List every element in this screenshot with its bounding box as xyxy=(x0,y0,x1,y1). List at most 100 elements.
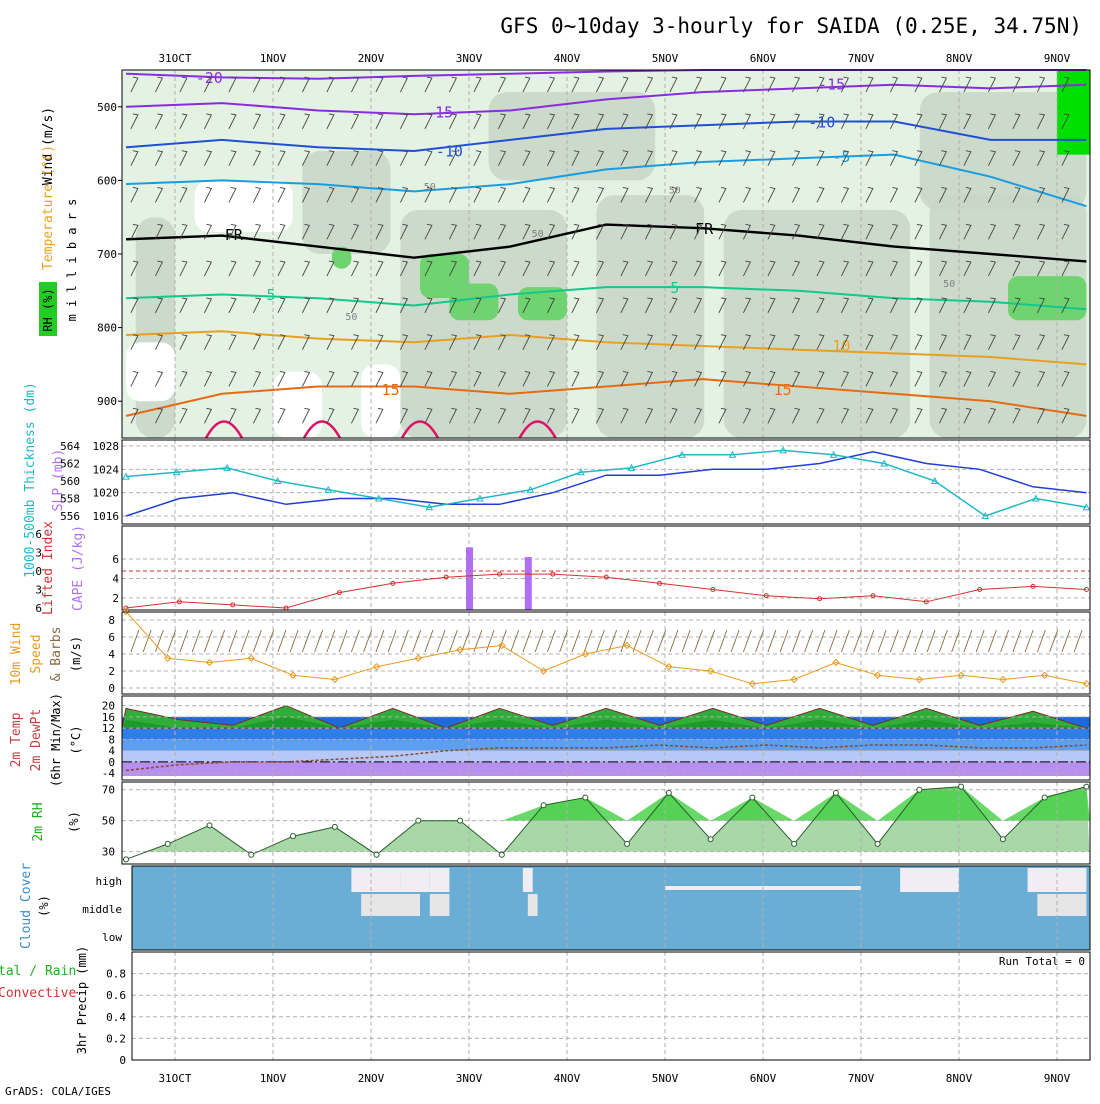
wind-barb xyxy=(718,150,727,166)
top-date-label: 2NOV xyxy=(358,52,385,65)
rh-mid-region xyxy=(488,92,656,181)
lifted-index-point xyxy=(710,587,716,592)
wind-barb xyxy=(767,334,776,350)
wind-barb xyxy=(742,150,752,166)
wind-speed-point xyxy=(915,675,924,684)
wind-barb xyxy=(424,223,433,240)
thickness-point xyxy=(880,459,889,467)
wind-barb xyxy=(791,150,801,166)
p3-li-tick: 0 xyxy=(35,565,42,578)
wind-barb xyxy=(816,113,825,130)
wind-barb xyxy=(179,187,188,203)
thickness-point xyxy=(577,468,585,476)
temperature-band xyxy=(122,750,1090,762)
wind-barb xyxy=(718,113,727,130)
wind-barb xyxy=(963,187,972,203)
wind-speed-point xyxy=(289,671,297,679)
rh-point xyxy=(331,823,338,830)
isotherm-label: 15 xyxy=(382,381,400,399)
wind-barb xyxy=(840,187,850,203)
top-date-label: 6NOV xyxy=(750,52,777,65)
p8-ytick-label: 0.4 xyxy=(106,1011,126,1024)
thickness-point xyxy=(1032,494,1040,502)
wind-barb xyxy=(693,407,703,424)
wind-barb xyxy=(375,223,384,240)
wind-barb xyxy=(1012,187,1021,203)
wind-barb xyxy=(987,334,997,350)
wind-barb xyxy=(350,223,360,240)
wind-barb xyxy=(154,334,164,350)
isotherm-line xyxy=(125,120,1087,153)
wind-barb xyxy=(767,407,776,424)
wind-barb xyxy=(203,150,213,166)
p2-slp-tick: 1028 xyxy=(93,440,120,453)
wind-barb xyxy=(130,334,139,350)
temperature-band xyxy=(122,728,1090,740)
wind10m-barb xyxy=(522,629,532,653)
wind10m-barb xyxy=(399,629,409,653)
rh-saturated-region xyxy=(1057,70,1090,155)
wind-barb xyxy=(546,334,556,350)
top-date-label: 9NOV xyxy=(1044,52,1071,65)
wind-barb xyxy=(914,260,923,277)
wind-speed-point xyxy=(414,654,423,662)
wind-barb xyxy=(154,113,164,130)
wind-barb xyxy=(865,150,874,166)
rh-point xyxy=(457,817,464,824)
rh-moist-region xyxy=(1008,276,1087,321)
wind-barb xyxy=(1012,150,1021,166)
wind-barb xyxy=(473,260,482,277)
wind-barb xyxy=(497,113,507,130)
p2-slp-tick: 1016 xyxy=(93,510,120,523)
wind-barb xyxy=(669,334,678,350)
wind-barb xyxy=(718,297,727,314)
lifted-index-line xyxy=(125,573,1087,609)
wind-barb xyxy=(816,187,825,203)
lifted-index-point xyxy=(603,574,609,580)
wind-barb xyxy=(889,150,899,166)
wind-barb xyxy=(987,187,997,203)
wind-barb xyxy=(963,407,972,424)
wind-barb xyxy=(963,223,972,240)
wind-barb xyxy=(644,371,654,387)
thickness-point xyxy=(678,450,686,458)
wind-barb xyxy=(448,76,458,93)
wind-barb xyxy=(938,187,948,203)
cloud-clear-middle xyxy=(527,894,538,916)
wind-barb xyxy=(448,223,458,240)
wind-barb xyxy=(840,260,850,277)
wind-barb xyxy=(1061,371,1070,387)
wind-barb xyxy=(350,187,360,203)
isotherm-label: -5 xyxy=(832,148,850,166)
wind-barb xyxy=(791,113,801,130)
wind-barb xyxy=(301,334,311,350)
isotherm-label: 5 xyxy=(670,279,679,297)
wind-barb xyxy=(497,187,507,203)
wind10m-barb xyxy=(669,629,679,653)
cloud-clear-high xyxy=(429,868,450,892)
wind-barb xyxy=(522,150,531,166)
temp2m-label-line2: 2m DewPt xyxy=(29,709,44,772)
rh-point xyxy=(791,840,798,847)
temperature-axis-label: Temperature (°C) xyxy=(41,145,56,270)
rh-area xyxy=(122,786,1090,864)
wind10m-barb xyxy=(559,629,569,653)
wind10m-barb xyxy=(1061,629,1071,653)
wind10m-label-line1: 10m Wind xyxy=(9,623,24,686)
wind-barb xyxy=(546,150,556,166)
rh-point xyxy=(707,836,714,843)
rh-point xyxy=(832,789,839,796)
isotherm-label: 15 xyxy=(774,381,792,399)
dewpoint-line xyxy=(125,744,1087,772)
wind-barb xyxy=(252,371,262,387)
wind-barb xyxy=(130,76,139,93)
wind10m-barb xyxy=(546,629,556,653)
wind-barb xyxy=(644,260,654,277)
cloud-level-label: high xyxy=(96,875,123,888)
lifted-index-point xyxy=(496,571,502,577)
wind-barb xyxy=(350,113,360,130)
wind-barb xyxy=(620,297,629,314)
wind-barb xyxy=(865,297,874,314)
wind-barb xyxy=(277,187,286,203)
wind-speed-point xyxy=(665,663,673,671)
